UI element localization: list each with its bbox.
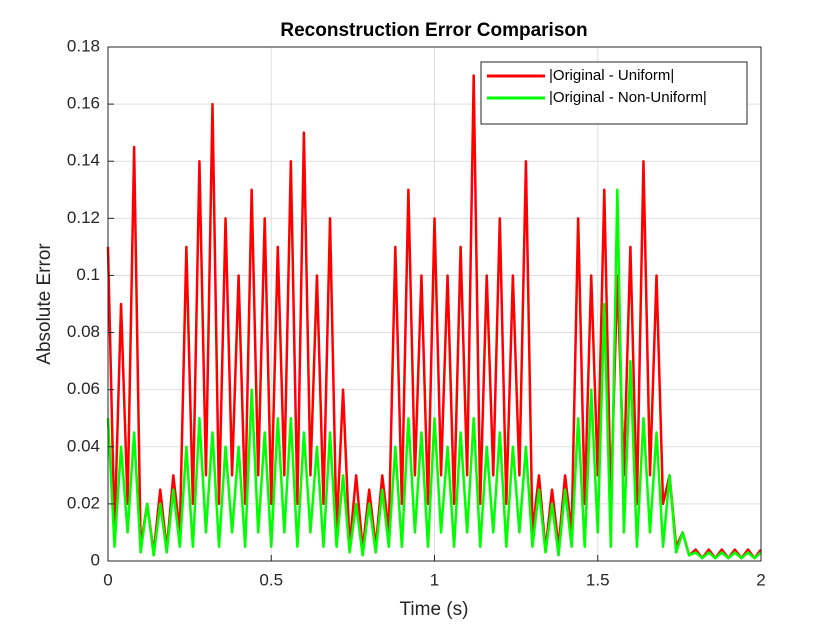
chart-title: Reconstruction Error Comparison [280,20,587,41]
x-tick-label: 0 [103,570,112,589]
series-line [106,188,762,560]
y-tick-label: 0.18 [67,36,100,55]
y-tick-label: 0.06 [67,379,100,398]
x-tick-label: 1.5 [586,570,610,589]
x-tick-label: 1 [430,570,439,589]
x-axis-label: Time (s) [400,599,469,620]
legend: |Original - Uniform| |Original - Non-Unif… [480,61,748,125]
y-tick-label: 0.02 [67,493,100,512]
x-tick-label: 0.5 [259,570,283,589]
ticks: 0 0.5 1 1.5 2 0 0.02 0.04 0.06 0.08 0.1 0.12 0.14 0.1… [67,36,766,589]
y-tick-label: 0.04 [67,436,100,455]
y-axis-label: Absolute Error [34,243,55,365]
y-tick-label: 0.14 [67,151,100,170]
y-tick-label: 0.16 [67,94,100,113]
series-line [106,74,762,560]
y-tick-label: 0.12 [67,208,100,227]
legend-label: |Original - Non-Uniform| [549,89,707,106]
y-tick-label: 0.08 [67,322,100,341]
x-tick-label: 2 [756,570,765,589]
legend-label: |Original - Uniform| [549,67,674,84]
legend-box [480,61,748,125]
lines [106,74,762,560]
y-tick-label: 0 [91,550,100,569]
y-tick-label: 0.1 [76,265,100,284]
